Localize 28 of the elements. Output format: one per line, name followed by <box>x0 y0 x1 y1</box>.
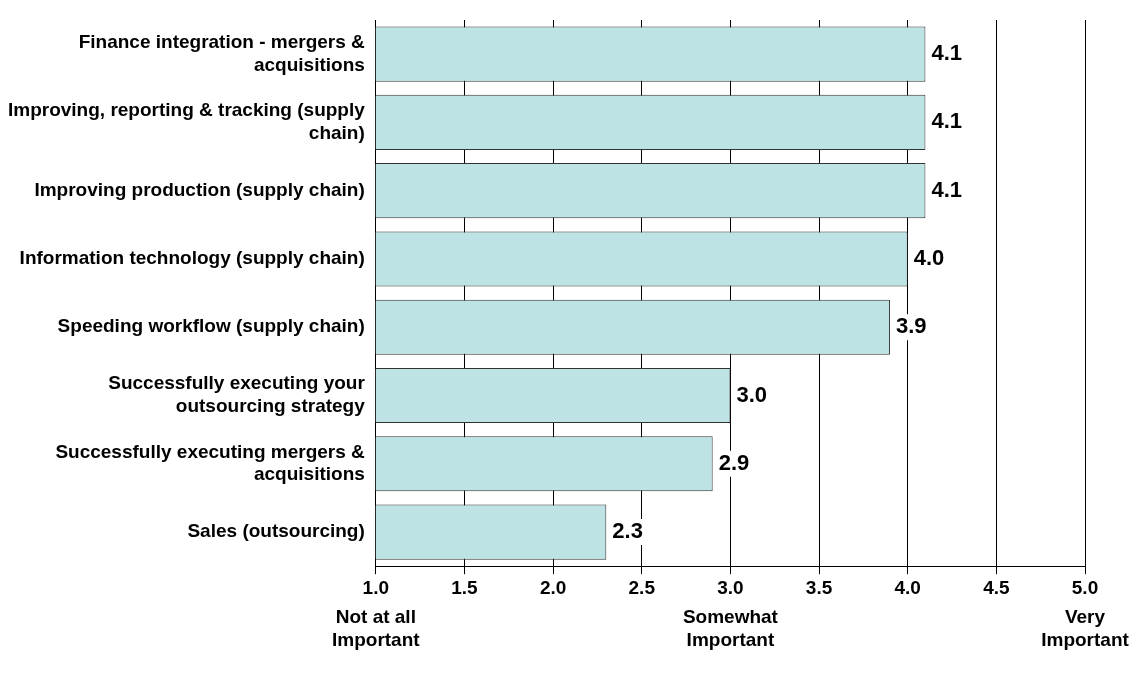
data-label: 4.1 <box>931 40 963 66</box>
x-tick-label: 4.5 <box>983 576 1010 598</box>
x-tick-label: 3.5 <box>805 576 833 598</box>
text: Not at all Important <box>332 605 421 650</box>
data-label: 4.0 <box>913 245 945 271</box>
y-tick-label: Speeding workflow (supply chain) <box>57 315 365 337</box>
data-label: 3.0 <box>736 381 767 407</box>
x-tick-label: 2.5 <box>628 576 656 598</box>
y-tick-label: Improving, reporting & tracking (supply chain) <box>7 99 366 144</box>
x-tick-label: 4.0 <box>894 576 921 598</box>
y-tick-label: Information technology (supply chain) <box>19 247 365 269</box>
y-tick-label: Improving production (supply chain) <box>34 178 365 200</box>
y-tick-label: Sales (outsourcing) <box>187 520 365 542</box>
y-tick-label: Successfully executing your outsourcing strategy <box>108 372 366 417</box>
text: Somewhat Important <box>682 605 779 650</box>
data-label: 4.1 <box>931 176 963 202</box>
data-label: 2.3 <box>612 518 643 544</box>
data-label: 2.9 <box>718 449 750 475</box>
data-label: 3.9 <box>895 313 927 339</box>
x-tick-label: 1.0 <box>362 576 390 598</box>
y-tick-label: Successfully executing mergers & acquisitions <box>55 440 366 485</box>
x-tick-label: 5.0 <box>1071 576 1099 598</box>
data-label: 4.1 <box>931 108 963 134</box>
x-tick-label: 3.0 <box>717 576 744 598</box>
x-tick-label: 1.5 <box>451 576 479 598</box>
x-tick-label: 2.0 <box>539 576 567 598</box>
text: Very Important <box>1041 605 1130 650</box>
y-tick-label: Finance integration - mergers & acquisitions <box>78 30 366 75</box>
